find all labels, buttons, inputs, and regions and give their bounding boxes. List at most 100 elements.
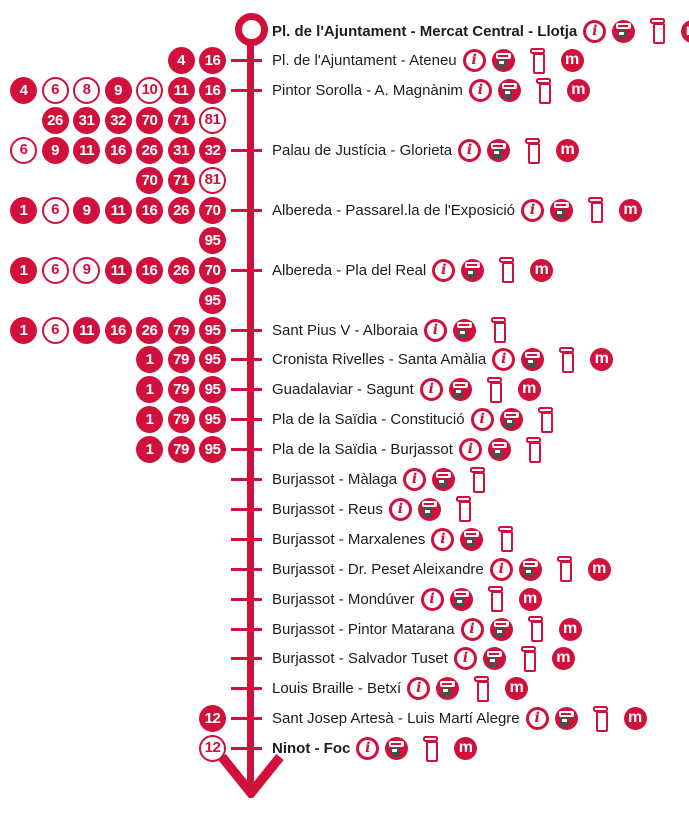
route-badge[interactable]: 9 [41, 137, 69, 165]
route-badge[interactable]: 31 [167, 137, 195, 165]
stop-name[interactable]: Cronista Rivelles - Santa Amàlia [272, 351, 487, 369]
route-badge[interactable]: 16 [199, 47, 226, 75]
route-badge[interactable]: 95 [199, 376, 226, 404]
route-badge[interactable]: 9 [104, 77, 132, 105]
route-badge[interactable]: 9 [73, 196, 100, 224]
stop-name[interactable]: Burjassot - Màlaga [272, 471, 398, 488]
route-badge[interactable]: 12 [199, 735, 226, 763]
route-badge[interactable]: 70 [199, 196, 226, 224]
info-icon[interactable]: i [423, 318, 447, 342]
stop-name[interactable]: Ninot - Foc [272, 740, 351, 758]
route-badge[interactable]: 81 [199, 107, 226, 135]
route-badge[interactable]: 1 [136, 406, 163, 434]
route-badge[interactable]: 26 [167, 256, 195, 284]
route-badge[interactable]: 79 [167, 376, 195, 404]
route-badge[interactable]: 79 [167, 406, 195, 434]
route-badge[interactable]: 71 [167, 167, 195, 195]
info-icon[interactable]: i [356, 737, 380, 761]
route-badge[interactable]: 31 [73, 107, 100, 135]
info-icon[interactable]: i [432, 258, 456, 282]
route-badge[interactable]: 10 [136, 77, 163, 105]
route-badge[interactable]: 6 [41, 256, 69, 284]
route-badge[interactable]: 11 [73, 137, 100, 165]
route-badge[interactable]: 16 [104, 137, 132, 165]
info-icon[interactable]: i [470, 408, 494, 432]
route-badge[interactable]: 95 [199, 406, 226, 434]
info-icon[interactable]: i [489, 557, 513, 581]
route-badge[interactable]: 16 [104, 316, 132, 344]
route-badge[interactable]: 32 [104, 107, 132, 135]
info-icon[interactable]: i [468, 79, 492, 103]
route-badge[interactable]: 6 [10, 137, 37, 165]
route-badge[interactable]: 70 [136, 167, 163, 195]
route-badge[interactable]: 95 [199, 316, 226, 344]
route-badge[interactable]: 11 [73, 316, 100, 344]
info-icon[interactable]: i [458, 438, 482, 462]
stop-name[interactable]: Pintor Sorolla - A. Magnànim [272, 82, 463, 100]
info-icon[interactable]: i [407, 677, 431, 701]
route-badge[interactable]: 16 [136, 196, 163, 224]
stop-name[interactable]: Guadalaviar - Sagunt [272, 381, 414, 399]
route-badge[interactable]: 4 [167, 47, 195, 75]
route-badge[interactable]: 1 [10, 256, 37, 284]
route-badge[interactable]: 8 [73, 77, 100, 105]
stop-name[interactable]: Burjassot - Reus [272, 500, 383, 518]
route-badge[interactable]: 1 [136, 346, 163, 374]
stop-name[interactable]: Pla de la Saïdia - Constitució [272, 411, 465, 429]
route-badge[interactable]: 32 [199, 137, 226, 165]
route-badge[interactable]: 95 [199, 436, 226, 464]
stop-name[interactable]: Louis Braille - Betxí [272, 680, 402, 698]
route-badge[interactable]: 79 [167, 436, 195, 464]
stop-name[interactable]: Burjassot - Pintor Matarana [272, 620, 455, 638]
stop-name[interactable]: Sant Josep Artesà - Luis Martí Alegre [272, 710, 520, 728]
route-badge[interactable]: 95 [199, 286, 226, 314]
stop-name[interactable]: Burjassot - Mondúver [272, 590, 415, 608]
stop-name[interactable]: Albereda - Pla del Real [272, 261, 427, 279]
stop-name[interactable]: Sant Pius V - Alboraia [272, 321, 418, 339]
stop-name[interactable]: Palau de Justícia - Glorieta [272, 142, 453, 160]
info-icon[interactable]: i [521, 198, 544, 222]
route-badge[interactable]: 1 [136, 436, 163, 464]
route-badge[interactable]: 11 [104, 256, 132, 284]
info-icon[interactable]: i [419, 378, 443, 402]
route-badge[interactable]: 12 [199, 705, 226, 733]
stop-name[interactable]: Pl. de l'Ajuntament - Mercat Central - L… [272, 22, 578, 40]
route-badge[interactable]: 16 [136, 256, 163, 284]
info-icon[interactable]: i [583, 19, 607, 43]
route-badge[interactable]: 26 [41, 107, 69, 135]
route-badge[interactable]: 26 [167, 196, 195, 224]
route-badge[interactable]: 26 [136, 137, 163, 165]
route-badge[interactable]: 95 [199, 226, 226, 254]
stop-name[interactable]: Albereda - Passarel.la de l'Exposició [272, 201, 515, 219]
route-badge[interactable]: 1 [136, 376, 163, 404]
info-icon[interactable]: i [453, 647, 477, 671]
stop-name[interactable]: Burjassot - Dr. Peset Aleixandre [272, 560, 484, 578]
route-badge[interactable]: 6 [41, 316, 69, 344]
info-icon[interactable]: i [458, 139, 482, 163]
stop-name[interactable]: Pl. de l'Ajuntament - Ateneu [272, 52, 457, 70]
route-badge[interactable]: 1 [10, 196, 37, 224]
route-badge[interactable]: 79 [167, 346, 195, 374]
info-icon[interactable]: i [431, 527, 455, 551]
info-icon[interactable]: i [462, 49, 486, 73]
route-badge[interactable]: 70 [136, 107, 163, 135]
info-icon[interactable]: i [492, 348, 516, 372]
route-badge[interactable]: 6 [41, 196, 69, 224]
route-badge[interactable]: 11 [167, 77, 195, 105]
stop-name[interactable]: Burjassot - Salvador Tuset [272, 650, 448, 668]
stop-name[interactable]: Burjassot - Marxalenes [272, 530, 426, 548]
route-badge[interactable]: 11 [104, 196, 132, 224]
route-badge[interactable]: 26 [136, 316, 163, 344]
route-badge[interactable]: 70 [199, 256, 226, 284]
info-icon[interactable]: i [460, 617, 484, 641]
route-badge[interactable]: 95 [199, 346, 226, 374]
route-badge[interactable]: 71 [167, 107, 195, 135]
info-icon[interactable]: i [388, 497, 412, 521]
info-icon[interactable]: i [525, 707, 549, 731]
route-badge[interactable]: 6 [41, 77, 69, 105]
info-icon[interactable]: i [403, 468, 427, 491]
stop-name[interactable]: Pla de la Saïdia - Burjassot [272, 441, 453, 459]
route-badge[interactable]: 4 [10, 77, 37, 105]
route-badge[interactable]: 9 [73, 256, 100, 284]
info-icon[interactable]: i [420, 587, 444, 611]
